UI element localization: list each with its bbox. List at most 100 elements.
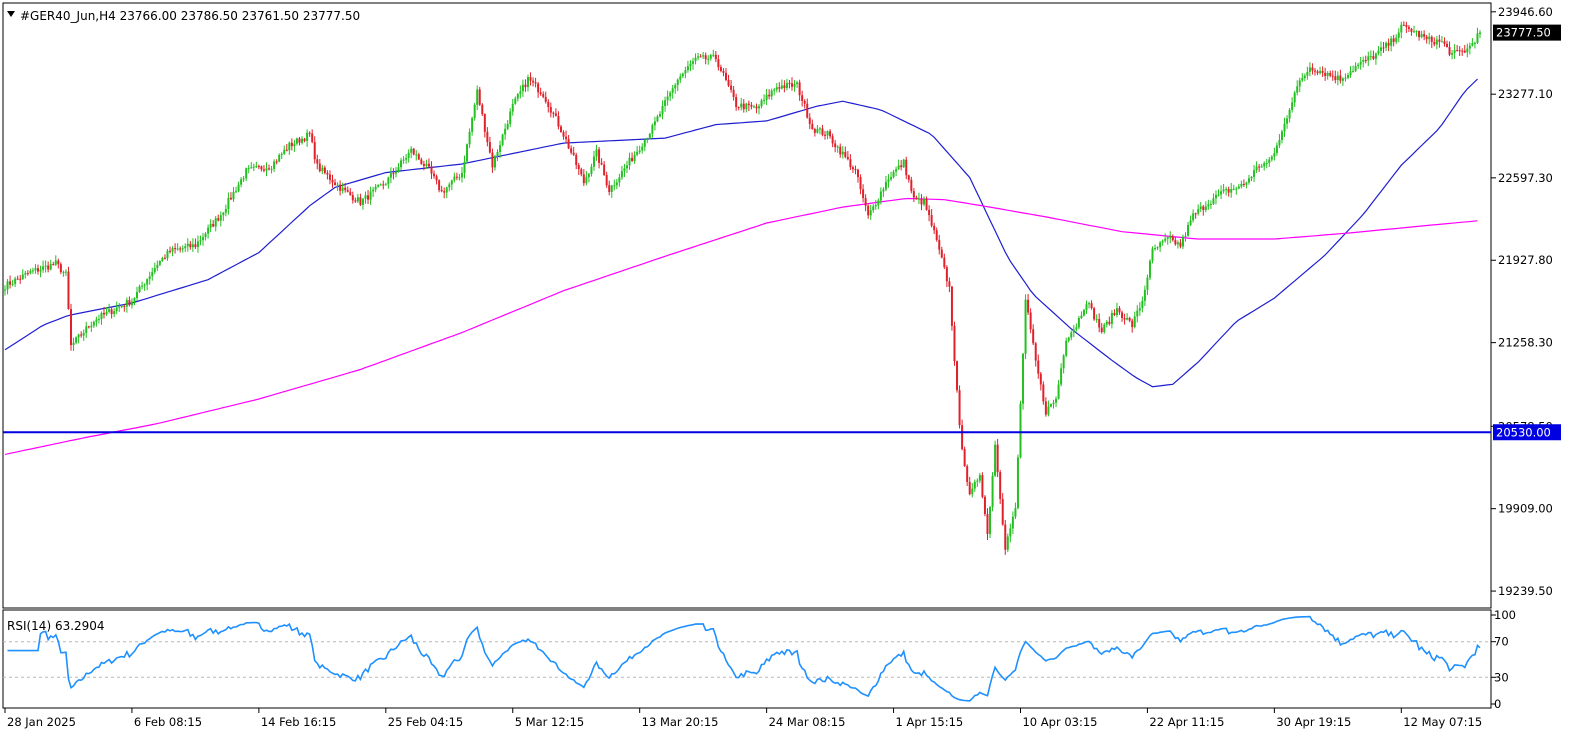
candle (684, 66, 687, 79)
candle-body (1387, 42, 1390, 46)
candle-body (1260, 166, 1263, 168)
candle (702, 51, 705, 60)
candle-body (422, 163, 425, 166)
candle-body (572, 152, 575, 155)
candle (691, 57, 694, 70)
candle-body (961, 425, 964, 450)
candle-body (1159, 242, 1162, 248)
candle-body (293, 143, 296, 147)
candle (1392, 34, 1395, 47)
candle (29, 268, 32, 275)
candle (646, 137, 649, 144)
candle-body (392, 173, 395, 175)
candle-body (52, 264, 55, 266)
candle-body (857, 169, 860, 178)
candle-body (344, 187, 347, 191)
candle-body (1291, 102, 1294, 110)
candle-body (567, 139, 570, 149)
candle (656, 114, 659, 123)
candle (438, 179, 441, 193)
candle (75, 336, 78, 345)
candle (519, 85, 522, 99)
candle-body (349, 191, 352, 196)
candle (887, 174, 890, 188)
candle-body (592, 156, 595, 167)
candle-body (222, 212, 225, 216)
collapse-triangle-icon[interactable] (7, 11, 15, 17)
candle-body (453, 176, 456, 181)
candle-body (872, 206, 875, 211)
candle (1088, 301, 1091, 309)
candle (389, 167, 392, 184)
candle (697, 53, 700, 61)
candle (1057, 379, 1060, 400)
candle-body (1362, 60, 1365, 62)
candle (1374, 52, 1377, 65)
candle-body (666, 96, 669, 101)
candle (798, 79, 801, 101)
candle (1253, 165, 1256, 183)
candle-body (108, 309, 111, 312)
candle-body (364, 195, 367, 199)
candle-body (595, 149, 598, 157)
candle (590, 163, 593, 177)
candle (1227, 186, 1230, 197)
candle (146, 278, 149, 291)
candle (247, 164, 250, 174)
candle (740, 97, 743, 111)
candle (483, 113, 486, 138)
candle-body (671, 88, 674, 93)
candle-body (1412, 31, 1415, 33)
candle-body (1052, 402, 1055, 405)
candle (501, 133, 504, 147)
candle-body (105, 311, 108, 315)
candle-body (351, 195, 354, 201)
candle-body (151, 272, 154, 277)
candle (301, 136, 304, 145)
candle-body (90, 325, 93, 328)
candle-body (29, 270, 32, 274)
candle (1336, 71, 1339, 86)
candle-body (313, 141, 316, 160)
candle-body (435, 176, 438, 181)
candle-body (1324, 72, 1327, 76)
candle (676, 78, 679, 92)
candle-body (956, 361, 959, 391)
candle (1466, 43, 1469, 58)
candle (1171, 234, 1174, 242)
candle (1418, 30, 1421, 41)
candle (953, 321, 956, 366)
candle-body (466, 144, 469, 162)
candle-body (1451, 52, 1454, 55)
candle (1235, 186, 1238, 195)
candle-body (773, 89, 776, 91)
candle-body (356, 197, 359, 202)
candle (1179, 239, 1182, 249)
candle (1034, 342, 1037, 367)
candle (1027, 294, 1030, 315)
candle (1077, 315, 1080, 330)
candle-body (625, 165, 628, 169)
candle (24, 270, 27, 279)
candle (123, 304, 126, 312)
candle-body (1029, 312, 1032, 330)
candle (912, 188, 915, 203)
candle-body (1298, 80, 1301, 87)
candle (1258, 164, 1261, 172)
candle (849, 154, 852, 170)
candle (768, 89, 771, 100)
candle-body (534, 82, 537, 84)
candle (1222, 183, 1225, 194)
candle (392, 168, 395, 180)
candle-body (587, 173, 590, 178)
candle (405, 154, 408, 164)
candle-body (983, 496, 986, 515)
candle (1293, 90, 1296, 107)
candle-body (49, 264, 52, 270)
ohlc-close: 23777.50 (303, 9, 360, 23)
candle (176, 243, 179, 251)
candle-body (1319, 71, 1322, 74)
candle-body (97, 319, 100, 321)
candle-body (1202, 206, 1205, 211)
